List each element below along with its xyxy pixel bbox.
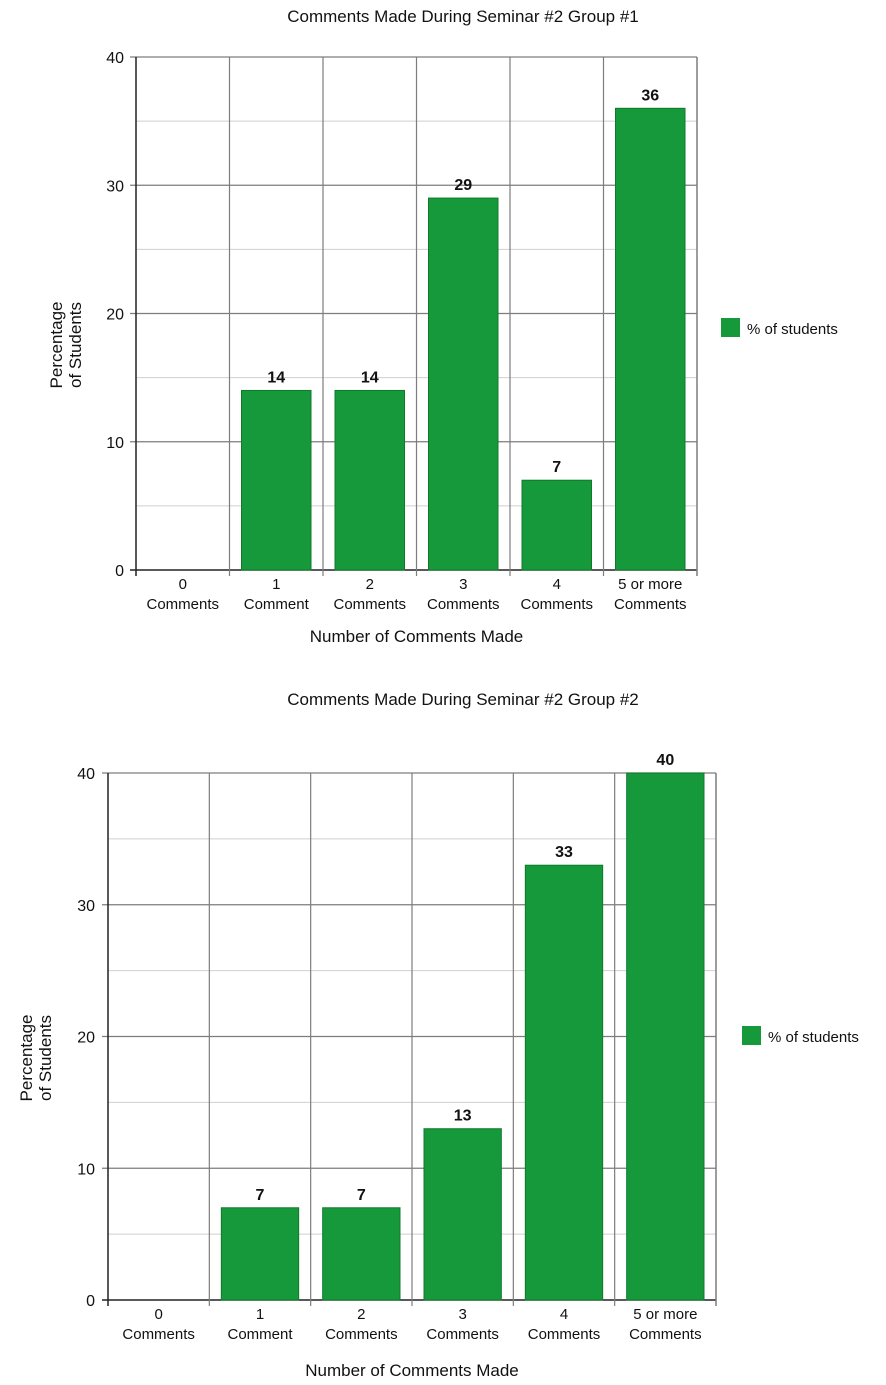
category-label-line1: 1 — [272, 576, 280, 593]
y-tick-label: 40 — [106, 50, 124, 67]
y-axis-label-line1: Percentage — [17, 1015, 36, 1102]
category-label-line2: Comments — [427, 596, 500, 613]
category-label-line1: 3 — [459, 576, 467, 593]
bar-value-label: 33 — [555, 844, 573, 861]
y-tick-label: 30 — [77, 898, 95, 915]
bar-value-label: 7 — [357, 1187, 366, 1204]
category-label-line1: 2 — [357, 1306, 365, 1323]
category-label-line1: 3 — [458, 1306, 466, 1323]
bar-value-label: 7 — [256, 1187, 265, 1204]
chart-group-2: Comments Made During Seminar #2 Group #2… — [17, 690, 859, 1380]
legend-swatch — [721, 318, 740, 337]
category-label-line1: 5 or more — [633, 1306, 697, 1323]
chart-group-1: Comments Made During Seminar #2 Group #1… — [47, 7, 838, 646]
category-label-line2: Comments — [333, 596, 406, 613]
bar-value-label: 40 — [656, 752, 674, 769]
bar-value-label: 29 — [454, 177, 472, 194]
bar — [322, 1207, 401, 1301]
y-axis-label-line2: of Students — [66, 302, 85, 388]
y-tick-label: 10 — [77, 1161, 95, 1178]
bar — [615, 107, 686, 571]
x-axis-label: Number of Comments Made — [310, 627, 524, 646]
chart-title: Comments Made During Seminar #2 Group #1 — [287, 7, 639, 26]
category-label-line2: Comments — [426, 1326, 499, 1343]
chart-title: Comments Made During Seminar #2 Group #2 — [287, 690, 639, 709]
x-axis-label: Number of Comments Made — [305, 1361, 519, 1380]
bar-value-label: 13 — [454, 1108, 472, 1125]
y-tick-label: 40 — [77, 766, 95, 783]
y-tick-label: 10 — [106, 435, 124, 452]
category-label-line1: 0 — [179, 576, 187, 593]
bar — [220, 1207, 300, 1301]
y-tick-label: 0 — [115, 563, 124, 580]
category-label-line1: 5 or more — [618, 576, 682, 593]
y-tick-label: 20 — [106, 307, 124, 324]
category-label-line1: 1 — [256, 1306, 264, 1323]
y-tick-label: 0 — [86, 1293, 95, 1310]
category-label-line2: Comments — [325, 1326, 398, 1343]
category-label-line2: Comments — [146, 596, 219, 613]
y-axis-label-line2: of Students — [36, 1015, 55, 1101]
legend-label: % of students — [747, 321, 838, 338]
bar — [626, 772, 705, 1301]
bar-value-label: 14 — [267, 369, 285, 386]
bar-value-label: 14 — [361, 369, 379, 386]
category-label-line2: Comments — [528, 1326, 601, 1343]
bar — [521, 479, 592, 571]
bar — [428, 197, 499, 571]
bar — [423, 1128, 502, 1301]
category-label-line2: Comment — [227, 1326, 293, 1343]
category-label-line1: 4 — [560, 1306, 568, 1323]
category-label-line2: Comments — [614, 596, 687, 613]
y-axis-label-line1: Percentage — [47, 302, 66, 389]
legend-label: % of students — [768, 1029, 859, 1046]
category-label-line2: Comments — [520, 596, 593, 613]
legend-swatch — [742, 1026, 761, 1045]
category-label-line2: Comments — [122, 1326, 195, 1343]
bar-value-label: 7 — [552, 459, 561, 476]
y-tick-label: 20 — [77, 1030, 95, 1047]
category-label-line2: Comment — [244, 596, 310, 613]
category-label-line2: Comments — [629, 1326, 702, 1343]
bar — [241, 389, 312, 571]
bar — [524, 864, 604, 1301]
category-label-line1: 4 — [553, 576, 561, 593]
y-tick-label: 30 — [106, 178, 124, 195]
category-label-line1: 2 — [366, 576, 374, 593]
bar — [334, 389, 405, 571]
bar-value-label: 36 — [641, 87, 659, 104]
category-label-line1: 0 — [154, 1306, 162, 1323]
